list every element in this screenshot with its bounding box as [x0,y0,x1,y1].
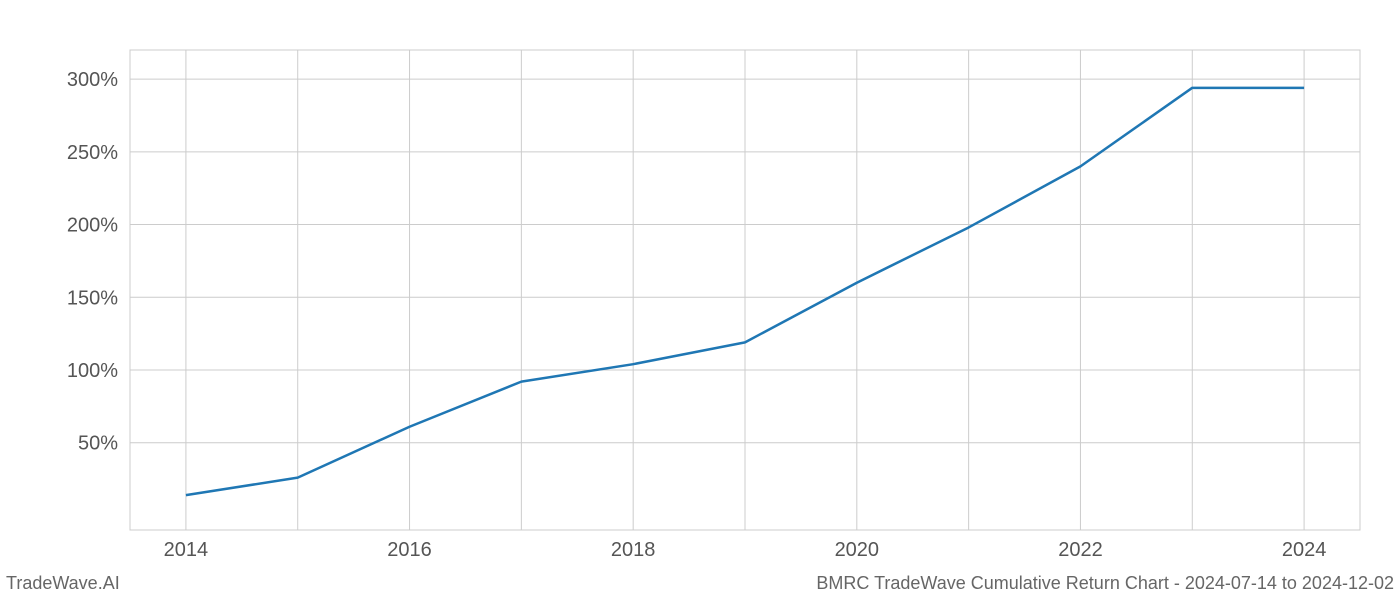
y-tick-label: 50% [78,433,118,455]
x-tick-label: 2016 [387,539,432,561]
x-tick-label: 2020 [835,539,880,561]
footer-right-label: BMRC TradeWave Cumulative Return Chart -… [816,573,1394,594]
x-tick-label: 2022 [1058,539,1103,561]
x-tick-label: 2018 [611,539,656,561]
y-tick-label: 300% [67,69,118,91]
x-tick-label: 2014 [164,539,209,561]
y-tick-label: 100% [67,360,118,382]
y-tick-label: 250% [67,142,118,164]
line-chart: 2014 2016 2018 2020 2022 2024 50% 100% 150% 200% 2… [0,0,1400,600]
chart-container: 2014 2016 2018 2020 2022 2024 50% 100% 150% 200% 2… [0,0,1400,600]
x-tick-label: 2024 [1282,539,1327,561]
footer-left-label: TradeWave.AI [6,573,120,594]
y-tick-label: 200% [67,215,118,237]
y-tick-label: 150% [67,287,118,309]
